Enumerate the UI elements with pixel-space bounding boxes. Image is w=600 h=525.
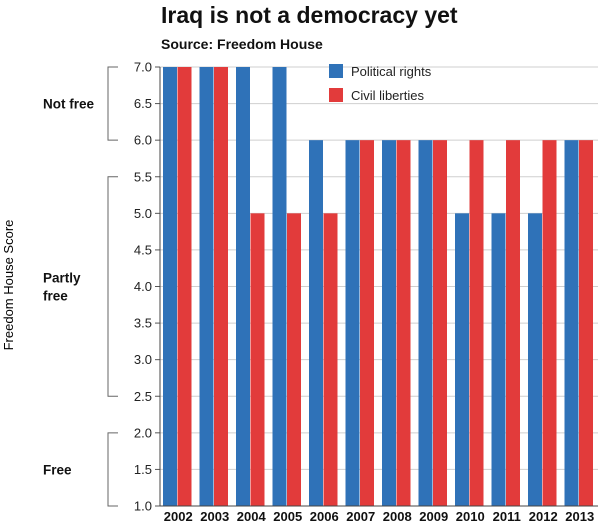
bar-civil-liberties-2011	[506, 140, 520, 506]
bar-civil-liberties-2013	[579, 140, 593, 506]
band-bracket	[107, 432, 118, 507]
bar-political-rights-2009	[418, 140, 433, 506]
y-tick-label: 4.5	[134, 242, 152, 257]
bar-political-rights-2012	[528, 213, 542, 507]
axes: 1.0 1.5 2.0 2.5 3.0 3.5 4.0 4.5 5.0 5.5 6.0 6.5 7.0 2…	[134, 60, 598, 524]
bar-political-rights-2010	[455, 213, 469, 507]
bar-civil-liberties-2009	[433, 140, 447, 506]
y-tick-label: 5.5	[134, 169, 152, 184]
chart-subtitle: Source: Freedom House	[161, 36, 323, 52]
bar-political-rights-2002	[163, 67, 177, 506]
y-tick-label: 4.0	[134, 279, 152, 294]
bar-marks	[163, 67, 593, 507]
legend-label: Civil liberties	[351, 88, 424, 103]
bar-political-rights-2013	[564, 140, 579, 506]
bar-political-rights-2005	[272, 67, 287, 506]
x-tick-label: 2009	[419, 509, 448, 524]
x-tick-label: 2007	[346, 509, 375, 524]
x-tick-label: 2004	[237, 509, 267, 524]
bar-civil-liberties-2005	[287, 213, 301, 507]
x-tick-label: 2008	[383, 509, 412, 524]
x-tick-label: 2003	[200, 509, 229, 524]
y-tick-label: 1.5	[134, 462, 152, 477]
chart-title: Iraq is not a democracy yet	[161, 2, 458, 28]
y-tick-label: 1.0	[134, 499, 152, 514]
y-axis-label: Freedom House Score	[1, 220, 16, 351]
x-tick-label: 2012	[529, 509, 558, 524]
y-tick-label: 6.5	[134, 96, 152, 111]
bar-civil-liberties-2003	[214, 67, 228, 506]
legend-swatch	[329, 88, 343, 102]
legend: Political rights Civil liberties	[329, 64, 432, 103]
x-tick-label: 2011	[493, 509, 521, 524]
bar-political-rights-2006	[309, 140, 323, 506]
y-tick-label: 6.0	[134, 133, 152, 148]
bar-civil-liberties-2002	[177, 67, 192, 506]
bar-political-rights-2008	[382, 140, 396, 506]
bar-political-rights-2003	[199, 67, 214, 506]
bar-civil-liberties-2006	[323, 213, 338, 507]
band-label: Partly	[43, 271, 81, 286]
band-label: Free	[43, 462, 72, 477]
bar-political-rights-2004	[236, 67, 250, 506]
bar-civil-liberties-2010	[469, 140, 484, 506]
band-bracket	[107, 176, 118, 397]
y-tick-label: 2.0	[134, 425, 152, 440]
y-tick-label: 7.0	[134, 60, 152, 75]
y-tick-label: 3.0	[134, 352, 152, 367]
bar-civil-liberties-2008	[396, 140, 411, 506]
y-tick-label: 2.5	[134, 389, 152, 404]
band-bracket	[107, 66, 118, 141]
x-tick-label: 2002	[164, 509, 193, 524]
x-tick-label: 2013	[565, 509, 594, 524]
x-tick-label: 2006	[310, 509, 339, 524]
legend-label: Political rights	[351, 64, 432, 79]
bar-civil-liberties-2012	[542, 140, 557, 506]
band-label: free	[43, 289, 68, 304]
bar-civil-liberties-2004	[250, 213, 265, 507]
band-label: Not free	[43, 97, 94, 112]
bar-political-rights-2007	[345, 140, 360, 506]
x-tick-label: 2010	[456, 509, 485, 524]
bar-political-rights-2011	[491, 213, 506, 507]
bar-civil-liberties-2007	[360, 140, 374, 506]
y-tick-label: 3.5	[134, 316, 152, 331]
y-tick-label: 5.0	[134, 206, 152, 221]
x-tick-label: 2005	[273, 509, 302, 524]
freedom-bands: Not free Partly free Free	[43, 66, 118, 507]
legend-swatch	[329, 64, 343, 78]
